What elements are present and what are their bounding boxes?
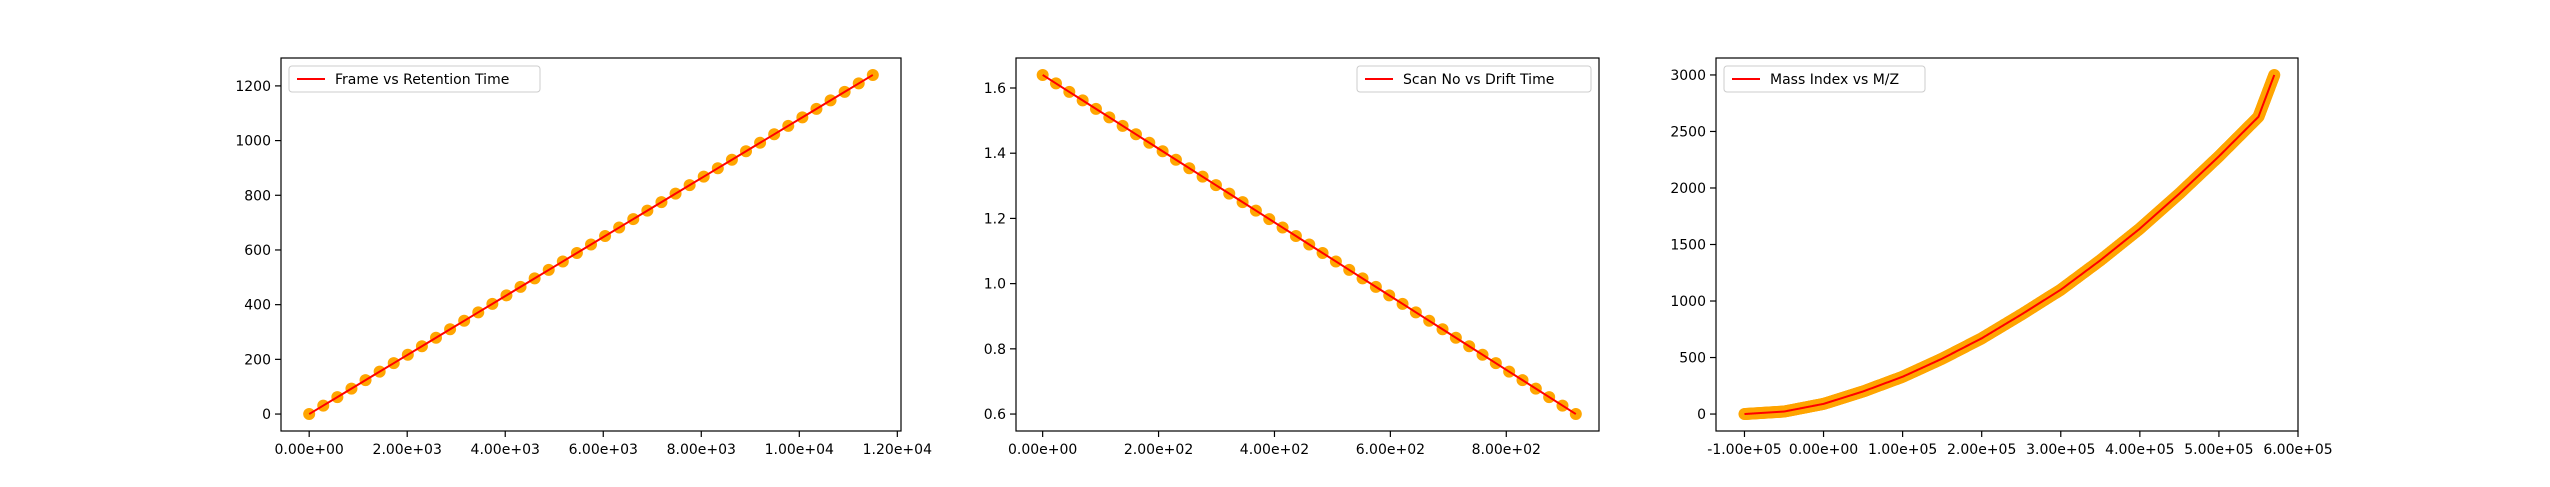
y-tick-label: 0: [262, 407, 271, 423]
y-tick-label: 1000: [235, 134, 271, 150]
x-tick-label: -1.00e+05: [1707, 442, 1781, 458]
y-tick-label: 1000: [1670, 294, 1706, 310]
x-tick-label: 2.00e+02: [1124, 442, 1193, 458]
x-tick-label: 8.00e+02: [1472, 442, 1541, 458]
x-tick-label: 8.00e+03: [667, 442, 736, 458]
x-tick-label: 0.00e+00: [275, 442, 344, 458]
y-tick-label: 500: [1679, 351, 1706, 367]
y-tick-label: 1200: [235, 79, 271, 95]
legend-box: [288, 65, 541, 93]
axes-frame: [280, 57, 902, 432]
chart-1: 0.00e+00 2.00e+03 4.00e+03 6.00e+03 8.00e+03…: [235, 57, 932, 458]
y-tick-label: 2000: [1670, 181, 1706, 197]
chart-2: 0.00e+00 2.00e+02 4.00e+02 6.00e+02 8.00e+02…: [984, 57, 1600, 458]
x-tick-label: 4.00e+02: [1240, 442, 1309, 458]
chart-3: -1.00e+05 0.00e+00 1.00e+05 2.00e+05 3.00e+0…: [1670, 57, 2333, 458]
y-tick-label: 0.6: [984, 407, 1006, 423]
y-tick-label: 200: [244, 352, 271, 368]
x-tick-label: 5.00e+05: [2184, 442, 2253, 458]
legend-label: Mass Index vs M/Z: [1770, 72, 1899, 88]
x-tick-label: 4.00e+05: [2105, 442, 2174, 458]
series-line-1: [308, 74, 874, 415]
y-tick-label: 800: [244, 188, 271, 204]
x-tick-label: 6.00e+03: [569, 442, 638, 458]
legend: Mass Index vs M/Z: [1723, 65, 1926, 93]
y-tick-label: 0.8: [984, 342, 1006, 358]
legend-box: [1356, 65, 1592, 93]
y-tick-label: 0: [1697, 407, 1706, 423]
y-tick-label: 1.0: [984, 277, 1006, 293]
y-tick-label: 2500: [1670, 124, 1706, 140]
y-tick-label: 1.2: [984, 211, 1006, 227]
legend-label: Frame vs Retention Time: [335, 72, 509, 88]
x-tick-label: 1.20e+04: [863, 442, 932, 458]
x-tick-label: 4.00e+03: [471, 442, 540, 458]
x-tick-label: 0.00e+00: [1789, 442, 1858, 458]
x-tick-label: 6.00e+05: [2263, 442, 2332, 458]
legend-label: Scan No vs Drift Time: [1403, 72, 1554, 88]
y-tick-label: 600: [244, 243, 271, 259]
y-tick-label: 1.6: [984, 81, 1006, 97]
x-tick-label: 6.00e+02: [1356, 442, 1425, 458]
legend-box: [1723, 65, 1926, 93]
legend: Scan No vs Drift Time: [1356, 65, 1592, 93]
y-tick-label: 3000: [1670, 68, 1706, 84]
series-line-1: [1744, 74, 2276, 416]
plot-area: [1716, 58, 2298, 431]
series-line-1: [1042, 74, 1577, 415]
x-tick-label: 2.00e+03: [373, 442, 442, 458]
y-tick-label: 1500: [1670, 238, 1706, 254]
y-tick-label: 400: [244, 298, 271, 314]
y-tick-label: 1.4: [984, 146, 1006, 162]
x-tick-label: 1.00e+05: [1868, 442, 1937, 458]
x-tick-label: 3.00e+05: [2026, 442, 2095, 458]
legend: Frame vs Retention Time: [288, 65, 541, 93]
axes-frame: [1015, 57, 1600, 432]
x-tick-label: 0.00e+00: [1008, 442, 1077, 458]
x-tick-label: 1.00e+04: [765, 442, 834, 458]
x-tick-label: 2.00e+05: [1947, 442, 2016, 458]
